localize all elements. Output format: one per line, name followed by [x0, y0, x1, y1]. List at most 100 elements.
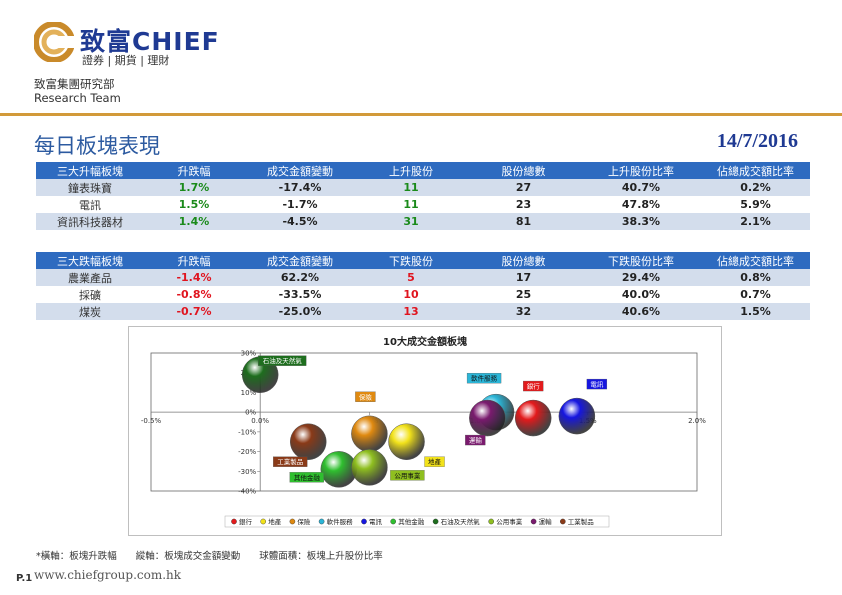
- y-tick-label: 30%: [241, 350, 257, 358]
- table-row: 採礦 -0.8% -33.5% 10 25 40.0% 0.7%: [36, 286, 810, 303]
- legend-marker: [231, 518, 237, 525]
- data-label: 地產: [428, 457, 442, 466]
- column-header: 升跌幅: [144, 252, 244, 269]
- legend-marker: [488, 518, 495, 525]
- data-label: 運輸: [469, 436, 483, 445]
- sector-name: 資訊科技器材: [36, 213, 144, 230]
- page-title: 每日板塊表現: [34, 134, 160, 158]
- legend-label: 銀行: [239, 517, 253, 526]
- bubble-point: [514, 399, 552, 437]
- page-number: P.1: [16, 573, 33, 584]
- table-row: 農業產品 -1.4% 62.2% 5 17 29.4% 0.8%: [36, 269, 810, 286]
- logo: 致富CHIEF 證券 | 期貨 | 理財: [34, 22, 234, 67]
- legend-box: [224, 515, 610, 528]
- price-change: 1.7%: [144, 179, 244, 196]
- rising-stocks: 31: [356, 213, 466, 230]
- data-label-box: [273, 456, 308, 467]
- column-header: 上升股份比率: [581, 162, 701, 179]
- turnover-share: 5.9%: [740, 198, 771, 211]
- data-label: 銀行: [527, 382, 541, 391]
- total-stocks: 25: [515, 288, 532, 301]
- table-row: 電訊 1.5% -1.7% 11 23 47.8% 5.9%: [36, 196, 810, 213]
- y-tick-label: 0%: [245, 409, 256, 417]
- turnover-share: 0.2%: [701, 179, 810, 196]
- report-date: 14/7/2016: [716, 130, 798, 152]
- turnover-change: 62.2%: [244, 269, 356, 286]
- legend-label: 公用事業: [496, 517, 523, 526]
- price-change: -0.8%: [176, 288, 212, 301]
- department-team: Research Team: [34, 91, 121, 105]
- legend-label: 保險: [297, 517, 311, 526]
- total-stocks: 32: [466, 303, 581, 320]
- table-header-row: 三大升幅板塊 升跌幅 成交金額變動 上升股份 股份總數 上升股份比率 佔總成交額…: [36, 162, 810, 179]
- data-label-box: [258, 355, 307, 366]
- data-label: 軟件服務: [471, 374, 498, 383]
- chart-canvas: 10大成交金額板塊 -0.5%0.0%0.5%1.0%1.5%2.0%30%20…: [141, 335, 706, 528]
- bubble-point: [289, 423, 327, 460]
- turnover-share: 0.7%: [740, 288, 771, 301]
- data-label: 工業製品: [277, 457, 303, 466]
- department-name: 致富集團研究部: [34, 77, 115, 91]
- column-header: 三大跌幅板塊: [36, 252, 144, 269]
- sector-name: 電訊: [79, 198, 101, 212]
- bubble-point: [469, 399, 506, 437]
- legend-label: 石油及天然氣: [441, 517, 481, 526]
- data-label-box: [289, 472, 324, 483]
- column-header: 下跌股份: [356, 252, 466, 269]
- rising-ratio: 38.3%: [581, 213, 701, 230]
- rising-stocks: 11: [403, 198, 419, 211]
- total-stocks: 23: [515, 198, 532, 211]
- data-label-box: [586, 378, 608, 390]
- legend-marker: [260, 518, 266, 525]
- legend-marker: [318, 518, 325, 525]
- x-tick-label: 2.0%: [688, 417, 706, 425]
- table-row: 資訊科技器材 1.4% -4.5% 31 81 38.3% 2.1%: [36, 213, 810, 230]
- column-header: 升跌幅: [144, 162, 244, 179]
- column-header: 成交金額變動: [244, 162, 356, 179]
- column-header: 股份總數: [466, 252, 581, 269]
- data-label-box: [424, 456, 445, 467]
- department: 致富集團研究部 Research Team: [34, 77, 121, 105]
- column-header: 佔總成交額比率: [701, 162, 810, 179]
- column-header: 三大升幅板塊: [36, 162, 144, 179]
- x-tick-label: -0.5%: [141, 417, 162, 425]
- column-header: 股份總數: [466, 162, 581, 179]
- bubble-chart: 10大成交金額板塊 -0.5%0.0%0.5%1.0%1.5%2.0%30%20…: [128, 326, 722, 536]
- price-change: -0.7%: [144, 303, 244, 320]
- legend-label: 運輸: [539, 517, 553, 526]
- turnover-change: -4.5%: [244, 213, 356, 230]
- sector-name: 農業產品: [36, 269, 144, 286]
- data-label: 公用事業: [394, 471, 421, 480]
- data-label-box: [355, 391, 376, 402]
- table-header-row: 三大跌幅板塊 升跌幅 成交金額變動 下跌股份 股份總數 下跌股份比率 佔總成交額…: [36, 252, 810, 269]
- rising-stocks: 11: [356, 179, 466, 196]
- legend-label: 其他金融: [398, 517, 425, 526]
- column-header: 佔總成交額比率: [701, 252, 810, 269]
- legend-marker: [361, 518, 367, 525]
- sector-name: 鐘表珠寶: [36, 179, 144, 196]
- website-link[interactable]: www.chiefgroup.com.hk: [34, 568, 182, 582]
- price-change: -1.4%: [144, 269, 244, 286]
- turnover-change: -25.0%: [244, 303, 356, 320]
- bubble-point: [351, 449, 388, 486]
- falling-stocks: 13: [356, 303, 466, 320]
- turnover-change: -33.5%: [278, 288, 322, 301]
- header-divider: [0, 113, 842, 116]
- turnover-share: 0.8%: [701, 269, 810, 286]
- legend-marker: [530, 518, 537, 525]
- table-row: 鐘表珠寶 1.7% -17.4% 11 27 40.7% 0.2%: [36, 179, 810, 196]
- legend-label: 軟件服務: [327, 517, 354, 526]
- brand-name: 致富CHIEF: [80, 27, 220, 56]
- total-stocks: 81: [466, 213, 581, 230]
- bubble-point: [558, 397, 596, 435]
- sector-name: 採礦: [79, 288, 101, 302]
- data-label: 石油及天然氣: [263, 356, 303, 365]
- column-header: 成交金額變動: [244, 252, 356, 269]
- legend-marker: [390, 518, 397, 525]
- data-label: 電訊: [590, 380, 604, 389]
- legend-marker: [432, 518, 439, 525]
- footnote: *橫軸：板塊升跌幅 縱軸：板塊成交金額變動 球體面積：板塊上升股份比率: [36, 551, 383, 562]
- data-label-box: [523, 380, 544, 392]
- bubble-point: [388, 423, 425, 460]
- falling-ratio: 29.4%: [581, 269, 701, 286]
